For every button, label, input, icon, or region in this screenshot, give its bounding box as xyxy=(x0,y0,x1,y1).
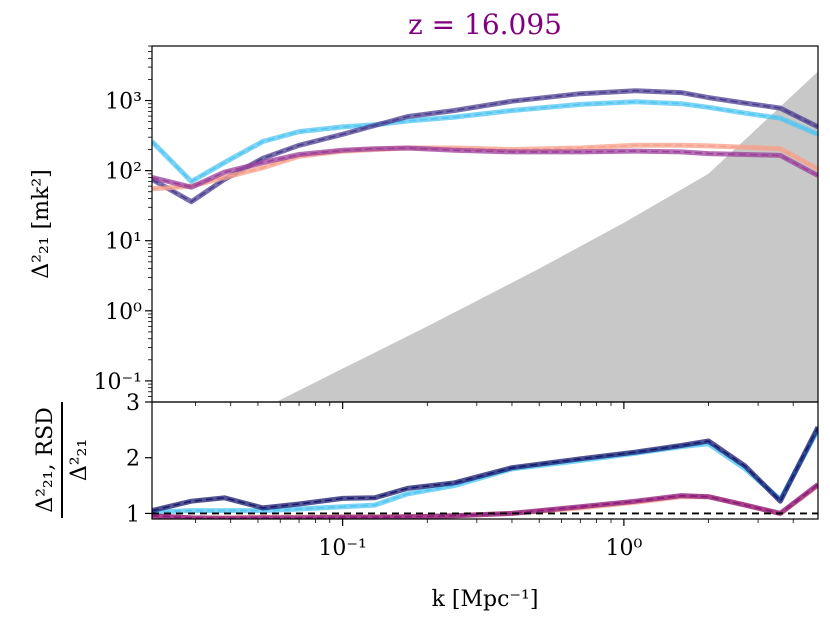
bottom-ytick-label: 3 xyxy=(126,391,140,416)
shaded-region xyxy=(276,71,818,402)
top-series-group xyxy=(152,88,818,205)
bottom-xtick-label: 10⁰ xyxy=(605,536,642,561)
top-panel: 10⁻¹ 10⁰ 10¹ 10² 10³ Δ²₂₁ [mk²] xyxy=(29,45,819,409)
top-ytick-label: 10¹ xyxy=(105,230,142,255)
top-series-cyan-dashed xyxy=(152,100,818,183)
bottom-series-group xyxy=(152,425,818,519)
bottom-panel: 1 2 3 10⁻¹ 10⁰ Δ²₂₁, RSD Δ²₂₁ k [Mpc⁻¹] xyxy=(33,391,819,612)
bottom-series-navy-dashed xyxy=(152,426,818,512)
bottom-ytick-label: 1 xyxy=(126,502,140,527)
top-ytick-label: 10³ xyxy=(105,90,142,115)
ylabel-numerator: Δ²₂₁, RSD xyxy=(33,407,58,513)
ylabel-denominator: Δ²₂₁ xyxy=(67,439,92,481)
top-y-axis-label: Δ²₂₁ [mk²] xyxy=(29,169,54,279)
top-series-salmon-dashed xyxy=(152,144,818,190)
top-series-purple-dashed xyxy=(152,147,818,189)
top-y-ticks: 10⁻¹ 10⁰ 10¹ 10² 10³ xyxy=(94,45,152,403)
shaded-noise-region xyxy=(276,71,818,402)
bottom-ytick-label: 2 xyxy=(126,447,140,472)
top-ytick-label: 10² xyxy=(105,160,142,185)
bottom-x-ticks: 10⁻¹ 10⁰ xyxy=(195,519,794,561)
bottom-y-ticks: 1 2 3 xyxy=(126,391,152,527)
top-ytick-label: 10⁰ xyxy=(105,300,142,325)
bottom-y-axis-label: Δ²₂₁, RSD Δ²₂₁ xyxy=(33,402,92,518)
top-ytick-label: 10⁻¹ xyxy=(94,370,142,395)
bottom-axes-frame xyxy=(151,401,819,520)
chart-title: z = 16.095 xyxy=(408,8,562,41)
bottom-xtick-label: 10⁻¹ xyxy=(318,536,366,561)
x-axis-label: k [Mpc⁻¹] xyxy=(432,587,539,612)
bottom-series-purple-dashed xyxy=(152,483,818,519)
top-x-ticks xyxy=(195,402,794,409)
